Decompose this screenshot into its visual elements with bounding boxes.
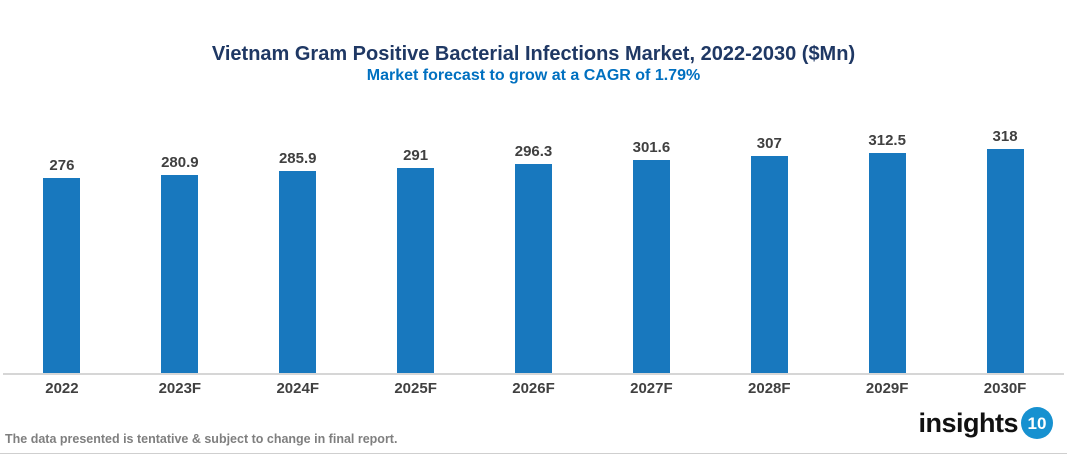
x-axis-tick-label: 2024F bbox=[276, 380, 319, 397]
bar-column: 285.9 bbox=[239, 105, 357, 373]
chart-title: Vietnam Gram Positive Bacterial Infectio… bbox=[211, 43, 856, 65]
bar-column: 312.5 bbox=[828, 105, 946, 373]
bar-value-label: 285.9 bbox=[278, 150, 317, 167]
bar-value-label: 301.6 bbox=[632, 139, 671, 156]
bar-column: 291 bbox=[357, 105, 475, 373]
bar-value-label: 296.3 bbox=[514, 143, 553, 160]
bar bbox=[397, 168, 435, 373]
bar-column: 276 bbox=[3, 105, 121, 373]
x-axis: 2022 2023F 2024F 2025F 2026F 2027F 2028F 2029F 2… bbox=[3, 373, 1064, 397]
bar bbox=[279, 171, 317, 373]
bar bbox=[750, 156, 788, 373]
bar-value-label: 280.9 bbox=[161, 154, 199, 171]
bar bbox=[986, 149, 1024, 373]
bar bbox=[161, 175, 199, 373]
x-axis-tick-label: 2029F bbox=[865, 380, 909, 397]
bar-value-label: 307 bbox=[756, 135, 782, 152]
x-axis-tick-label: 2030F bbox=[983, 380, 1027, 397]
x-axis-tick-label: 2027F bbox=[630, 380, 673, 397]
x-axis-tick-label: 2026F bbox=[512, 380, 555, 397]
bar-column: 318 bbox=[946, 105, 1064, 373]
chart-subtitle: Market forecast to grow at a CAGR of 1.7… bbox=[366, 67, 701, 84]
disclaimer-text: The data presented is tentative & subjec… bbox=[5, 432, 398, 446]
x-axis-tick-label: 2022 bbox=[45, 380, 79, 397]
bar-column: 296.3 bbox=[475, 105, 593, 373]
bar bbox=[515, 164, 552, 373]
bar-column: 307 bbox=[710, 105, 828, 373]
bar-value-label: 318 bbox=[992, 128, 1018, 145]
insights10-logo: insights 10 bbox=[918, 407, 1053, 439]
bar-value-label: 291 bbox=[403, 147, 429, 164]
x-axis-tick-label: 2025F bbox=[394, 380, 437, 397]
bar-column: 280.9 bbox=[121, 105, 239, 373]
bar-value-label: 276 bbox=[49, 157, 75, 174]
bar-value-label: 312.5 bbox=[868, 132, 906, 149]
bar-column: 301.6 bbox=[592, 105, 710, 373]
insights10-logo-badge: 10 bbox=[1021, 407, 1053, 439]
bar bbox=[43, 178, 81, 373]
bar-chart-plot-area: 276 280.9 285.9 291 296.3 301.6 307 312.5 318 bbox=[3, 105, 1064, 373]
x-axis-tick-label: 2023F bbox=[158, 380, 202, 397]
x-axis-tick-label: 2028F bbox=[748, 380, 791, 397]
bar bbox=[868, 153, 906, 373]
bar bbox=[632, 160, 670, 373]
insights10-logo-text: insights bbox=[918, 407, 1018, 438]
